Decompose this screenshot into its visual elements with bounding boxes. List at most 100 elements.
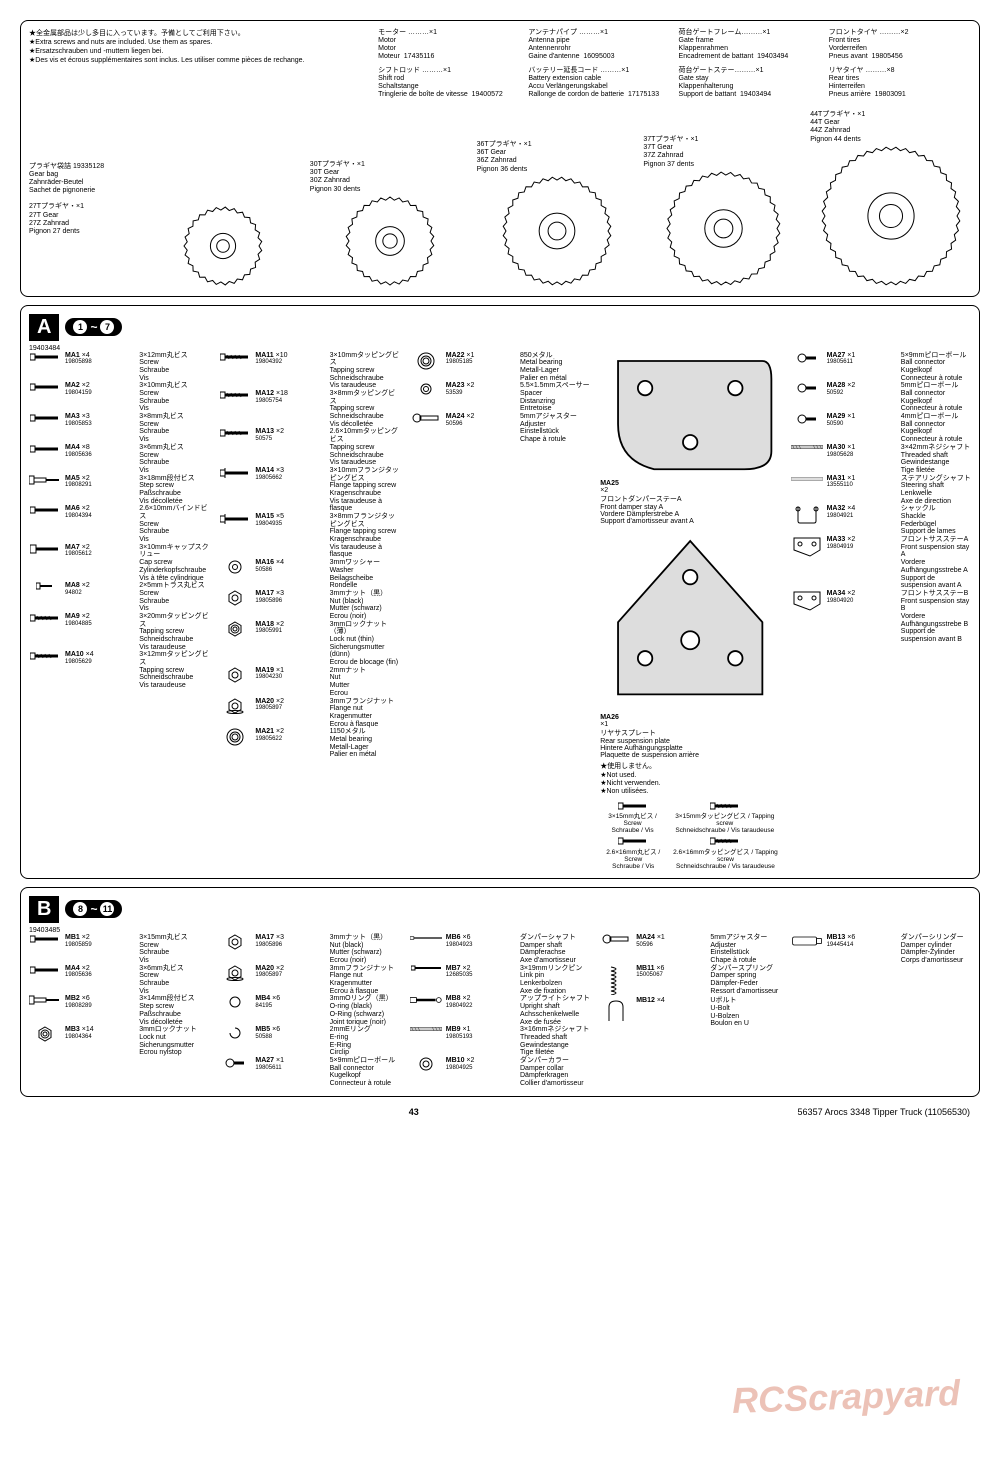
tapscrew-icon: [29, 651, 61, 664]
top-part: バッテリー延長コード ………×1Battery extension cableA…: [528, 67, 670, 99]
top-part: モーター ………×1MotorMotorMoteur 17435116: [378, 29, 520, 61]
pin-icon: [410, 965, 442, 974]
stayA-icon: [791, 536, 823, 561]
part-MA18: MA18 ×2 19805991 3mmロックナット（薄）Lock nut (t…: [219, 621, 399, 667]
gear: 30Tプラギヤ・×130T Gear30Z ZahnradPignon 30 d…: [310, 161, 471, 287]
locknut-icon: [29, 1026, 61, 1045]
top-part: フロントタイヤ ………×2Front tiresVorderreifenPneu…: [829, 29, 971, 61]
flangenut-icon: [219, 965, 251, 984]
adjuster-icon: [600, 934, 632, 947]
part-MA17: MA17 ×3 19805896 3mmナット（黒）Nut (black)Mut…: [219, 590, 399, 621]
shackle-icon: [791, 505, 823, 528]
note-jp: 全金属部品は少し多目に入っています。予備としてご利用下さい。: [29, 29, 368, 38]
note-fr: Des vis et écrous supplémentaires sont i…: [29, 56, 368, 65]
locknut-icon: [219, 621, 251, 640]
part-MA8: MA8 ×2 94802 2×5mmトラス丸ビスScrewSchraubeVis: [29, 582, 209, 613]
nut-s-icon: [219, 667, 251, 686]
plate-ma25: [600, 352, 780, 478]
flangetap-icon: [219, 513, 251, 528]
screw-icon: [29, 444, 61, 457]
footer: 43 56357 Arocs 3348 Tipper Truck (110565…: [20, 1105, 980, 1119]
part-MA20: MA20 ×2 19805897 3mmフランジナットFlange nutKra…: [219, 698, 399, 729]
bag-a-letter: A: [29, 314, 59, 341]
part-MA7: MA7 ×2 19805612 3×10mmキャップスクリューCap screw…: [29, 544, 209, 582]
part-MA16: MA16 ×4 50586 3mmワッシャーWasherBeilagscheib…: [219, 559, 399, 590]
gearbag-jp: プラギヤ袋詰 19335128: [29, 163, 139, 171]
header-notes: 全金属部品は少し多目に入っています。予備としてご利用下さい。 Extra scr…: [29, 29, 368, 105]
part-MA21: MA21 ×2 19805622 1150メタルMetal bearingMet…: [219, 728, 399, 759]
part-MB4: MB4 ×6 84195 3mmOリング（黒）O-ring (black)O-R…: [219, 995, 399, 1026]
part-MA15: MA15 ×5 19804935 3×8mmフランジタッピングビスFlange …: [219, 513, 399, 559]
part-MA20: MA20 ×2 19805897 3mmフランジナットFlange nutKra…: [219, 965, 399, 996]
ering-icon: [219, 1026, 251, 1043]
top-part: シフトロッド ………×1Shift rodSchaltstangeTringle…: [378, 67, 520, 99]
footer-title: 56357 Arocs 3348 Tipper Truck (11056530): [798, 1107, 970, 1117]
ushaft-icon: [410, 995, 442, 1008]
nut-icon: [219, 590, 251, 609]
collar-icon: [410, 1057, 442, 1074]
part-MB8: MB8 ×2 19804922 アップライトシャフトUpright shaftA…: [410, 995, 590, 1026]
top-part: リヤタイヤ ………×8Rear tiresHinterreifenPneus a…: [829, 67, 971, 99]
watermark: RCScrapyard: [731, 1372, 960, 1422]
part-MA5: MA5 ×2 19808291 3×18mm段付ビスStep screwPaßs…: [29, 475, 209, 506]
bag-b-range: 8~11: [65, 900, 122, 918]
shaft-s-icon: [410, 1026, 442, 1035]
screw-icon: [29, 352, 61, 365]
part-MA27: MA27 ×1 19805611 5×9mmピローボールBall connect…: [219, 1057, 399, 1088]
ball-icon: [791, 382, 823, 397]
stepscrew-icon: [29, 475, 61, 488]
part-MA4: MA4 ×2 19805636 3×6mm丸ビスScrewSchraubeVis: [29, 965, 209, 996]
steershaft-icon: [791, 475, 823, 486]
washer-icon: [219, 559, 251, 578]
ball-icon: [791, 352, 823, 367]
shaft-icon: [791, 444, 823, 453]
part-MA3: MA3 ×3 19805853 3×8mm丸ビスScrewSchraubeVis: [29, 413, 209, 444]
part-MA13: MA13 ×2 50575 2.6×10mmタッピングビスTapping scr…: [219, 428, 399, 466]
screw-icon: [29, 934, 61, 947]
screw-icon: [29, 413, 61, 426]
part-MB7: MB7 ×2 12685035 3×19mmリンクピンLink pinLenke…: [410, 965, 590, 996]
dshaft-icon: [410, 934, 442, 945]
section-bag-b: B 8~11 19403485 MB1 ×2 19805859 3×15mm丸ビ…: [20, 887, 980, 1097]
gears: 30Tプラギヤ・×130T Gear30Z ZahnradPignon 30 d…: [143, 111, 971, 287]
bag-b-letter: B: [29, 896, 59, 923]
part-MB6: MB6 ×6 19804923 ダンパーシャフトDamper shaftDämp…: [410, 934, 590, 965]
gear: 36Tプラギヤ・×136T Gear36Z ZahnradPignon 36 d…: [477, 141, 638, 287]
tapscrew-icon: [219, 352, 251, 365]
part-MA32: MA32 ×4 19804921 シャックルShackleFederbügelS…: [791, 505, 971, 536]
screw-icon: [29, 505, 61, 518]
oring-icon: [219, 995, 251, 1012]
part-MA23: MA23 ×2 53539 5.5×1.5mmスペーサーSpacerDistan…: [410, 382, 590, 413]
gearbag-de: Zahnräder-Beutel: [29, 179, 139, 187]
top-parts: モーター ………×1MotorMotorMoteur 17435116 シフトロッ…: [378, 29, 971, 105]
bag-b-parts: MB1 ×2 19805859 3×15mm丸ビスScrewSchraubeVi…: [29, 934, 971, 1088]
part-MA19: MA19 ×1 19804230 2mmナットNutMutterEcrou: [219, 667, 399, 698]
section-bag-a: A 1~7 19403484 MA1 ×4 19805898 3×12mm丸ビス…: [20, 305, 980, 879]
tapscrew-icon: [219, 390, 251, 403]
bag-a-parts: MA1 ×4 19805898 3×12mm丸ビスScrewSchraubeVi…: [29, 352, 971, 870]
part-MA12: MA12 ×18 19805754 3×8mmタッピングビスTapping sc…: [219, 390, 399, 428]
gear: 37Tプラギヤ・×137T Gear37Z ZahnradPignon 37 d…: [643, 136, 804, 287]
ubolt-icon: [600, 997, 632, 1026]
part-MA17: MA17 ×3 19805896 3mmナット（黒）Nut (black)Mut…: [219, 934, 399, 965]
part-MA9: MA9 ×2 19804885 3×20mmタッピングビスTapping scr…: [29, 613, 209, 651]
ball-s-icon: [791, 413, 823, 428]
flangetap-icon: [219, 467, 251, 482]
top-part: 荷台ゲートフレーム………×1Gate frameKlappenrahmenEnc…: [679, 29, 821, 61]
part-MA30: MA30 ×1 19805628 3×42mmネジシャフトThreaded sh…: [791, 444, 971, 475]
stayB-icon: [791, 590, 823, 615]
section-top: 全金属部品は少し多目に入っています。予備としてご利用下さい。 Extra scr…: [20, 20, 980, 297]
cylinder-icon: [791, 934, 823, 951]
part-MA34: MA34 ×2 19804920 フロントサスステーBFront suspens…: [791, 590, 971, 644]
part-MB11: MB11 ×6 15005067 ダンパースプリングDamper springD…: [600, 965, 780, 998]
spacer-icon: [410, 382, 442, 399]
part-MB3: MB3 ×14 19804364 3mmロックナットLock nutSicher…: [29, 1026, 209, 1057]
bearing-icon: [219, 728, 251, 749]
part-MA1: MA1 ×4 19805898 3×12mm丸ビスScrewSchraubeVi…: [29, 352, 209, 383]
adjuster-icon: [410, 413, 442, 426]
plate-ma26: [600, 532, 780, 712]
part-MB1: MB1 ×2 19805859 3×15mm丸ビスScrewSchraubeVi…: [29, 934, 209, 965]
part-MA22: MA22 ×1 19805185 850メタルMetal bearingMeta…: [410, 352, 590, 383]
note-de: Ersatzschrauben und -muttern liegen bei.: [29, 47, 368, 56]
part-MB10: MB10 ×2 19804925 ダンパーカラーDamper collarDäm…: [410, 1057, 590, 1088]
